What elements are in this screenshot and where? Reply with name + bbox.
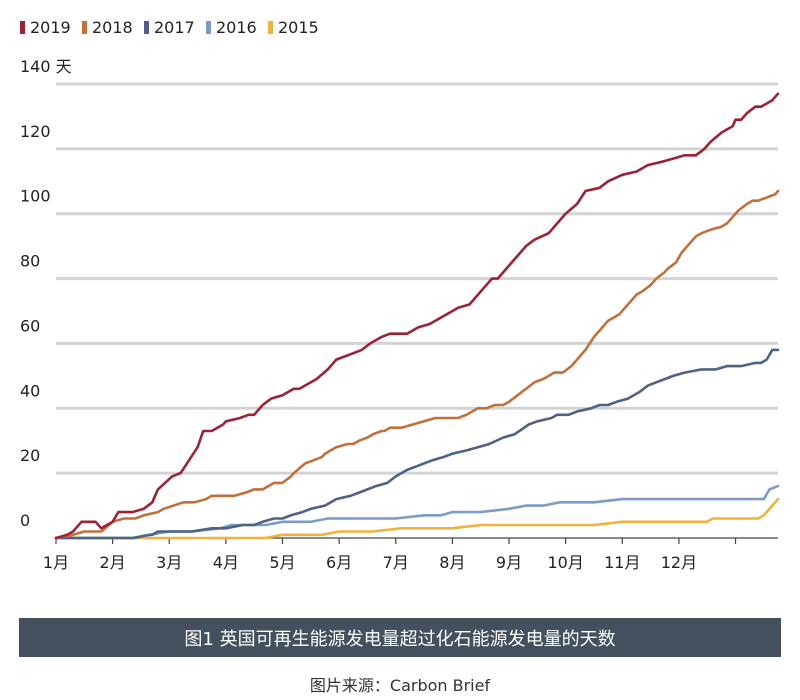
x-tick-label: 3月 xyxy=(156,553,182,572)
legend-swatch-2017 xyxy=(144,21,149,34)
legend-label-2018: 2018 xyxy=(92,18,133,37)
x-axis: 1月 2月 3月 4月 5月 6月 7月 8月 9月 10月 11月 12月 xyxy=(43,537,778,572)
line-chart: 2019 2018 2017 2016 2015 0 20 40 60 80 100 120 140 … xyxy=(20,18,780,572)
y-tick-label: 80 xyxy=(20,252,40,271)
legend-label-2015: 2015 xyxy=(278,18,319,37)
figure-caption: 图1 英国可再生能源发电量超过化石能源发电量的天数 xyxy=(19,618,781,657)
x-tick-label: 2月 xyxy=(100,553,126,572)
legend-label-2016: 2016 xyxy=(216,18,257,37)
y-tick-label: 60 xyxy=(20,316,40,335)
legend-swatch-2015 xyxy=(268,21,273,34)
legend: 2019 2018 2017 2016 2015 xyxy=(20,18,319,37)
gridlines xyxy=(56,82,778,475)
y-tick-label: 0 xyxy=(20,511,30,530)
y-tick-label: 40 xyxy=(20,381,40,400)
x-tick-label: 9月 xyxy=(496,553,522,572)
series-lines xyxy=(54,92,780,540)
series-line-2019 xyxy=(54,92,780,540)
series-line-2015 xyxy=(54,497,780,540)
x-tick-label: 8月 xyxy=(439,553,465,572)
x-tick-label: 10月 xyxy=(547,553,583,572)
legend-label-2017: 2017 xyxy=(154,18,195,37)
legend-swatch-2019 xyxy=(20,21,25,34)
y-tick-label: 100 xyxy=(20,187,51,206)
image-source: 图片来源：Carbon Brief xyxy=(309,676,491,695)
series-line-2017 xyxy=(54,348,780,540)
legend-label-2019: 2019 xyxy=(30,18,71,37)
x-tick-label: 6月 xyxy=(326,553,352,572)
y-axis-ticks: 0 20 40 60 80 100 120 140 天 xyxy=(20,57,72,530)
legend-swatch-2016 xyxy=(206,21,211,34)
series-line-2018 xyxy=(54,189,780,540)
legend-swatch-2018 xyxy=(82,21,87,34)
y-tick-label: 120 xyxy=(20,122,51,141)
x-tick-label: 11月 xyxy=(604,553,640,572)
x-tick-label: 7月 xyxy=(383,553,409,572)
x-tick-label: 1月 xyxy=(43,553,69,572)
x-tick-label: 4月 xyxy=(213,553,239,572)
y-tick-label: 20 xyxy=(20,446,40,465)
series-line-2016 xyxy=(54,484,780,540)
x-tick-label: 12月 xyxy=(661,553,697,572)
y-tick-label: 140 天 xyxy=(20,57,72,76)
x-tick-label: 5月 xyxy=(269,553,295,572)
